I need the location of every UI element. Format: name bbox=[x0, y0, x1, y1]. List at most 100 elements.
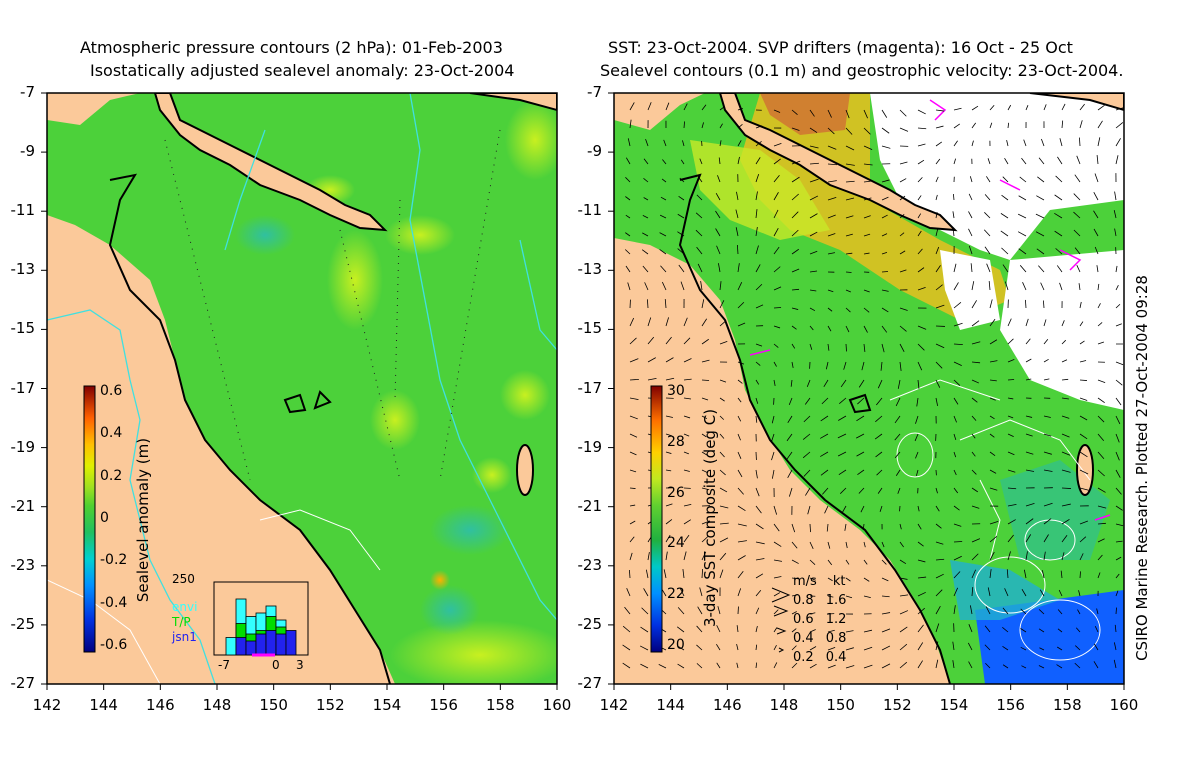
velocity-arrow bbox=[863, 664, 873, 669]
velocity-arrow bbox=[917, 213, 922, 219]
velocity-arrow bbox=[953, 605, 956, 615]
velocity-arrow bbox=[1038, 157, 1045, 165]
velocity-arrow bbox=[915, 451, 919, 459]
colorbar-tick-label: 26 bbox=[667, 484, 685, 501]
velocity-arrow bbox=[819, 433, 829, 439]
velocity-arrow bbox=[697, 176, 703, 183]
velocity-arrow bbox=[1025, 518, 1034, 525]
velocity-arrow bbox=[825, 361, 829, 370]
velocity-arrow bbox=[899, 523, 902, 530]
velocity-arrow bbox=[809, 162, 819, 165]
velocity-arrow bbox=[773, 592, 781, 597]
velocity-arrow bbox=[1075, 645, 1081, 651]
velocity-arrow bbox=[827, 127, 835, 135]
velocity-arrow bbox=[701, 299, 705, 309]
velocity-arrow bbox=[1018, 248, 1027, 255]
velocity-arrow bbox=[860, 505, 865, 513]
velocity-arrow bbox=[1115, 397, 1122, 406]
velocity-arrow bbox=[683, 469, 690, 472]
velocity-arrow bbox=[989, 122, 993, 129]
velocity-arrow bbox=[935, 641, 939, 651]
velocity-arrow bbox=[791, 211, 799, 219]
velocity-arrow bbox=[737, 263, 740, 273]
velocity-arrow bbox=[935, 246, 940, 255]
velocity-arrow bbox=[719, 341, 728, 345]
lat-tick-label: -13 bbox=[10, 260, 36, 279]
velocity-arrow bbox=[719, 552, 727, 561]
colorbar-tick-label: 30 bbox=[667, 383, 685, 399]
inset-legend-entry: envi bbox=[172, 600, 198, 614]
velocity-arrow bbox=[701, 469, 709, 474]
lat-tick-label: -27 bbox=[577, 674, 603, 692]
velocity-arrow bbox=[899, 307, 908, 311]
velocity-arrow bbox=[827, 664, 836, 669]
velocity-arrow bbox=[755, 415, 758, 423]
lon-tick-label: 142 bbox=[32, 696, 62, 714]
velocity-arrow bbox=[696, 625, 703, 633]
velocity-arrow bbox=[935, 659, 939, 669]
velocity-arrow bbox=[1061, 415, 1070, 419]
velocity-arrow bbox=[1000, 213, 1009, 219]
velocity-arrow bbox=[845, 197, 855, 201]
velocity-arrow bbox=[1079, 360, 1087, 363]
velocity-arrow bbox=[1043, 378, 1050, 381]
velocity-arrow bbox=[791, 127, 800, 131]
velocity-arrow bbox=[987, 158, 991, 165]
velocity-arrow bbox=[899, 250, 906, 255]
colorbar-tick-label: 22 bbox=[667, 586, 685, 603]
velocity-arrow bbox=[629, 397, 639, 400]
velocity-arrow bbox=[1097, 572, 1101, 579]
lon-tick-label: 146 bbox=[146, 696, 175, 714]
velocity-arrow bbox=[622, 644, 631, 651]
lon-tick-label: 148 bbox=[202, 696, 232, 714]
velocity-arrow bbox=[917, 287, 926, 291]
velocity-legend-kt-header: kt bbox=[832, 574, 846, 589]
velocity-arrow bbox=[701, 451, 708, 456]
velocity-arrow bbox=[755, 662, 758, 669]
velocity-arrow bbox=[1115, 505, 1123, 511]
velocity-arrow bbox=[665, 503, 673, 507]
velocity-arrow bbox=[839, 397, 847, 404]
velocity-arrow bbox=[953, 487, 959, 494]
velocity-arrow bbox=[719, 433, 725, 439]
velocity-arrow bbox=[696, 663, 703, 669]
velocity-arrow bbox=[716, 245, 721, 255]
velocity-arrow bbox=[715, 228, 721, 237]
velocity-arrow bbox=[1079, 137, 1081, 147]
velocity-arrow bbox=[863, 109, 868, 119]
velocity-arrow bbox=[1074, 662, 1081, 669]
right-colorbar-label: 3-day SST composite (deg C) bbox=[701, 408, 719, 628]
velocity-arrow bbox=[1035, 213, 1045, 219]
velocity-arrow bbox=[1043, 104, 1047, 111]
velocity-arrow bbox=[755, 541, 765, 545]
velocity-arrow bbox=[629, 378, 639, 381]
velocity-arrow bbox=[773, 109, 781, 113]
velocity-arrow bbox=[735, 227, 739, 237]
velocity-arrow bbox=[1073, 229, 1081, 237]
velocity-arrow bbox=[1114, 191, 1117, 201]
lat-tick-label: -19 bbox=[577, 437, 603, 456]
velocity-arrow bbox=[719, 397, 725, 402]
velocity-arrow bbox=[953, 107, 962, 111]
velocity-arrow bbox=[823, 379, 829, 388]
velocity-arrow bbox=[791, 288, 800, 291]
velocity-arrow bbox=[1115, 469, 1121, 478]
velocity-arrow bbox=[737, 588, 742, 597]
velocity-arrow bbox=[935, 505, 940, 512]
velocity-arrow bbox=[805, 487, 811, 496]
lon-tick-label: 150 bbox=[259, 696, 288, 714]
velocity-arrow bbox=[917, 607, 925, 615]
velocity-arrow bbox=[827, 629, 835, 633]
velocity-arrow bbox=[1097, 433, 1105, 442]
velocity-arrow bbox=[1007, 551, 1011, 561]
velocity-arrow bbox=[917, 159, 925, 165]
velocity-arrow bbox=[935, 589, 943, 597]
velocity-arrow bbox=[1093, 228, 1099, 237]
velocity-arrow bbox=[1038, 665, 1045, 669]
velocity-arrow bbox=[737, 505, 746, 512]
velocity-arrow bbox=[1115, 415, 1121, 425]
velocity-arrow bbox=[953, 158, 957, 165]
velocity-arrow bbox=[719, 537, 729, 543]
velocity-arrow bbox=[791, 559, 799, 564]
velocity-arrow bbox=[899, 361, 902, 371]
